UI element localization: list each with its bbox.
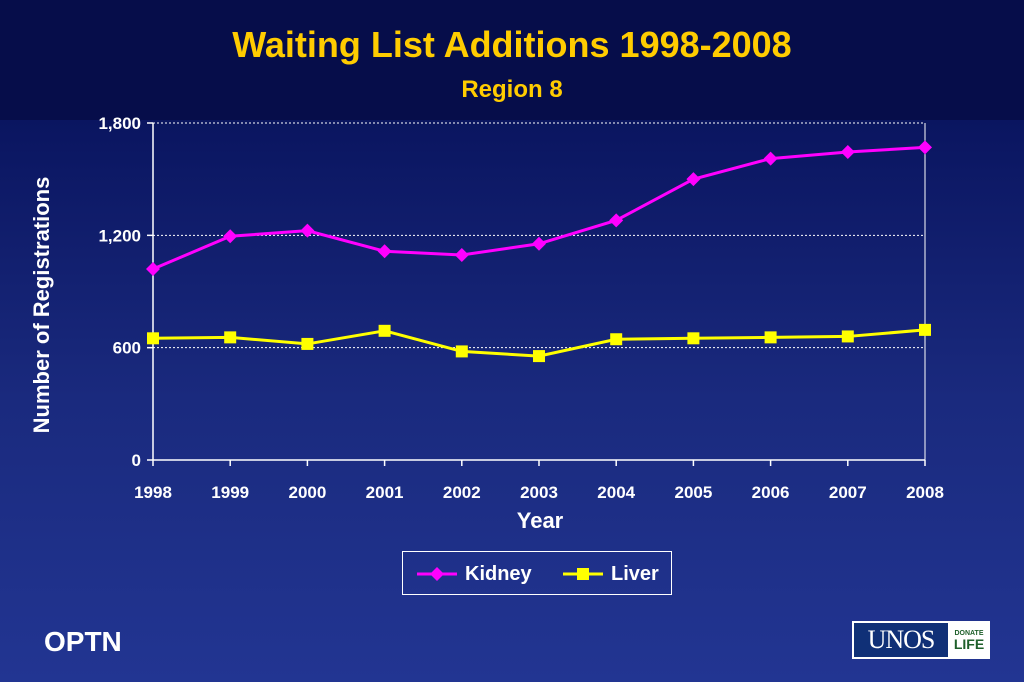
unos-logo-text: UNOS	[854, 623, 948, 657]
data-point-kidney	[377, 244, 392, 259]
gridlines	[153, 122, 925, 349]
chart-legend: Kidney Liver	[402, 551, 672, 595]
legend-item-liver: Liver	[563, 552, 659, 596]
data-point-kidney	[223, 229, 238, 244]
series-layer	[146, 140, 932, 363]
y-tick-label: 1,200	[98, 226, 141, 245]
x-tick-label: 2005	[674, 483, 712, 502]
legend-label-liver: Liver	[611, 562, 659, 585]
x-tick-label: 2007	[829, 483, 867, 502]
data-point-kidney	[918, 140, 932, 155]
y-tick-label: 0	[132, 451, 141, 470]
data-point-liver	[610, 333, 623, 346]
x-tick-label: 1998	[134, 483, 172, 502]
header-band	[0, 0, 1024, 120]
data-point-liver	[533, 350, 545, 363]
series-line-kidney	[152, 145, 926, 271]
x-tick-label: 2006	[752, 483, 790, 502]
data-point-kidney	[454, 247, 469, 262]
legend-liver-swatch	[563, 568, 603, 580]
data-point-liver	[687, 332, 700, 345]
x-tick-label: 2000	[288, 483, 326, 502]
data-point-kidney	[686, 172, 701, 187]
x-tick-label: 2001	[366, 483, 404, 502]
data-point-liver	[764, 331, 777, 344]
data-point-liver	[919, 323, 931, 336]
x-tick-label: 2004	[597, 483, 635, 502]
chart-subtitle: Region 8	[461, 76, 563, 103]
legend-label-kidney: Kidney	[465, 562, 532, 585]
data-point-liver	[378, 324, 391, 337]
x-tick-label: 2003	[520, 483, 558, 502]
x-tick-label: 1999	[211, 483, 249, 502]
data-point-liver	[224, 331, 237, 344]
data-point-kidney	[146, 262, 160, 277]
data-point-liver	[147, 332, 159, 345]
optn-brand: OPTN	[44, 626, 122, 657]
legend-item-kidney: Kidney	[417, 552, 532, 596]
data-point-kidney	[763, 151, 778, 166]
legend-kidney-swatch	[417, 567, 457, 581]
donate-life-badge-top: DONATE	[954, 629, 984, 637]
y-tick-label: 1,800	[98, 114, 141, 133]
data-point-kidney	[609, 213, 624, 228]
x-tick-label: 2008	[906, 483, 944, 502]
donate-life-badge: DONATE LIFE	[948, 623, 988, 657]
data-point-liver	[455, 345, 468, 358]
data-point-liver	[301, 337, 314, 350]
x-axis-title: Year	[517, 508, 564, 533]
chart-title: Waiting List Additions 1998-2008	[232, 24, 792, 65]
data-point-kidney	[532, 236, 546, 251]
x-tick-label: 2002	[443, 483, 481, 502]
axes: 0 600 1,200 1,800 1998 1999 2000 2001 2002 2003 20…	[98, 114, 943, 502]
data-point-kidney	[840, 145, 855, 160]
donate-life-badge-bottom: LIFE	[953, 635, 985, 652]
unos-donate-life-logo: UNOS DONATE LIFE	[852, 621, 990, 659]
y-axis-title: Number of Registrations	[29, 177, 54, 434]
data-point-kidney	[300, 223, 315, 238]
y-tick-label: 600	[113, 339, 141, 358]
data-point-liver	[841, 330, 854, 343]
